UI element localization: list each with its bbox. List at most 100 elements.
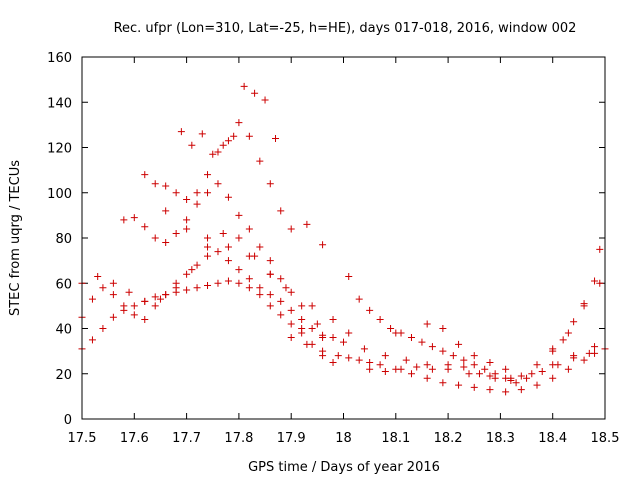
- data-point-sat-a: [204, 282, 212, 290]
- data-point-sat-h: [439, 379, 447, 387]
- data-point-sat-a: [266, 302, 274, 310]
- data-point-sat-f: [240, 82, 248, 90]
- data-point-sat-j: [376, 315, 384, 323]
- data-point-sat-i: [340, 338, 347, 346]
- x-tick-label: 18.1: [381, 431, 410, 446]
- data-point-sat-m: [538, 367, 546, 375]
- data-point-sat-d: [151, 234, 159, 242]
- data-point-sat-i: [360, 345, 368, 353]
- data-point-sat-e: [183, 196, 191, 204]
- data-point-sat-k: [407, 334, 415, 342]
- data-point-sat-k: [533, 361, 541, 369]
- data-point-sat-b: [277, 297, 285, 305]
- data-point-sat-c: [329, 334, 337, 342]
- x-tick-label: 18.3: [486, 431, 515, 446]
- data-point-sat-a: [224, 277, 232, 285]
- data-point-sat-l: [570, 318, 578, 326]
- data-point-sat-j: [439, 347, 447, 355]
- data-point-sat-e: [277, 207, 285, 215]
- data-point-sat-l: [559, 336, 567, 344]
- data-point-sat-h: [580, 356, 588, 364]
- data-point-sat-g: [245, 252, 253, 260]
- data-point-sat-j: [460, 356, 468, 364]
- data-point-sat-k: [486, 358, 494, 366]
- data-point-sat-m: [381, 367, 389, 375]
- data-point-sat-b: [287, 306, 295, 314]
- data-point-sat-e: [303, 220, 311, 228]
- data-point-sat-e: [214, 148, 222, 156]
- data-point-sat-h: [355, 356, 363, 364]
- data-point-sat-a: [287, 320, 295, 328]
- data-point-sat-j: [502, 374, 510, 382]
- data-point-sat-c: [204, 243, 212, 251]
- data-point-sat-b: [214, 248, 222, 256]
- data-point-sat-h: [407, 370, 415, 378]
- data-point-sat-j: [481, 365, 489, 373]
- data-point-sat-d: [214, 180, 222, 188]
- data-point-sat-h: [319, 347, 327, 355]
- x-tick-label: 17.9: [277, 431, 306, 446]
- data-point-sat-a: [256, 291, 264, 299]
- y-tick-label: 60: [55, 277, 72, 292]
- x-tick-label: 18.2: [434, 431, 463, 446]
- y-tick-label: 80: [55, 232, 72, 247]
- plot-frame: [81, 56, 606, 420]
- data-point-sat-h: [517, 386, 525, 394]
- data-point-sat-a: [183, 286, 191, 294]
- data-point-sat-g: [308, 302, 316, 310]
- y-tick-label: 140: [47, 96, 72, 111]
- data-point-sat-d: [193, 200, 201, 208]
- data-point-sat-b: [298, 315, 306, 323]
- data-point-sat-l: [549, 345, 557, 353]
- data-point-sat-h: [345, 354, 353, 362]
- data-point-sat-h: [423, 374, 431, 382]
- data-point-sat-d: [277, 275, 285, 283]
- data-point-sat-b: [120, 302, 128, 310]
- data-point-sat-h: [502, 388, 510, 396]
- data-point-sat-e: [204, 171, 212, 179]
- data-point-sat-d: [204, 189, 212, 197]
- data-point-sat-j: [345, 272, 353, 280]
- data-point-sat-h: [486, 386, 494, 394]
- data-point-sat-f: [272, 134, 280, 142]
- data-point-sat-g: [162, 207, 170, 215]
- data-point-sat-a: [151, 293, 159, 301]
- data-point-sat-l: [580, 300, 588, 308]
- data-point-sat-m: [491, 374, 499, 382]
- data-point-sat-m: [475, 370, 483, 378]
- data-point-sat-b: [141, 315, 149, 323]
- data-point-sat-k: [470, 352, 478, 360]
- data-point-sat-k: [439, 325, 447, 332]
- data-point-sat-m: [413, 363, 421, 371]
- y-axis-label: STEC from uqrg / TECUs: [8, 160, 23, 316]
- data-point-sat-d: [120, 216, 128, 224]
- data-point-sat-l: [596, 245, 604, 253]
- data-point-sat-a: [235, 279, 243, 287]
- y-axis-ticks: 0 20 40 60 80 100 120 140 160: [47, 51, 605, 428]
- y-tick-label: 40: [55, 323, 72, 338]
- data-point-sat-d: [183, 216, 191, 224]
- data-point-sat-i: [528, 370, 536, 378]
- data-point-sat-k: [455, 340, 463, 348]
- data-point-sat-m: [428, 365, 436, 373]
- data-point-sat-d: [130, 214, 138, 222]
- x-tick-label: 18.4: [538, 431, 567, 446]
- data-point-sat-k: [564, 329, 572, 337]
- data-point-sat-b: [151, 302, 159, 310]
- data-point-sat-h: [470, 383, 478, 391]
- data-point-sat-h: [334, 352, 342, 360]
- data-point-sat-b: [193, 261, 201, 269]
- data-point-sat-b: [235, 266, 243, 274]
- data-point-sat-g: [224, 243, 232, 251]
- data-point-sat-j: [470, 361, 478, 369]
- data-point-sat-e: [224, 137, 232, 145]
- data-point-sat-i: [465, 370, 473, 378]
- data-point-sat-c: [298, 302, 306, 310]
- data-point-sat-i: [402, 356, 410, 364]
- data-point-sat-b: [162, 291, 170, 299]
- data-point-sat-i: [423, 361, 431, 369]
- data-point-sat-h: [376, 361, 384, 369]
- data-point-sat-b: [266, 291, 274, 299]
- data-point-sat-b: [245, 275, 253, 283]
- data-point-sat-k: [392, 329, 400, 337]
